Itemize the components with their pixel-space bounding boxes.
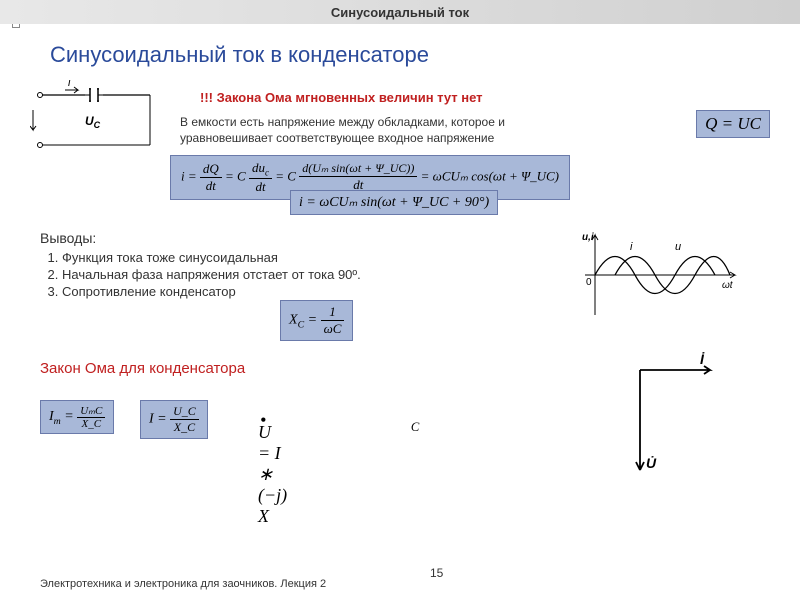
page-number: 15 bbox=[430, 566, 443, 580]
section-title: Синусоидальный ток в конденсаторе bbox=[50, 42, 429, 68]
header-bar: Синусоидальный ток bbox=[0, 0, 800, 24]
formula-ic: I = U_CX_C bbox=[140, 400, 208, 439]
svg-text:u: u bbox=[675, 241, 681, 253]
svg-text:i: i bbox=[630, 241, 633, 253]
svg-text:u,i: u,i bbox=[582, 232, 594, 243]
circuit-diagram: i j UC bbox=[30, 80, 160, 160]
wave-graph: u,i i u ωt 0 bbox=[580, 230, 740, 320]
conclusion-item: Начальная фаза напряжения отстает от ток… bbox=[62, 267, 361, 282]
svg-text:UC: UC bbox=[85, 114, 101, 130]
formula-current-sine: i = ωCUₘ sin(ωt + Ψ_UC + 90°) bbox=[290, 190, 498, 215]
ohm-law-title: Закон Ома для конденсатора bbox=[40, 360, 245, 377]
conclusions: Выводы: Функция тока тоже синусоидальная… bbox=[40, 230, 361, 301]
formula-voltage-complex: •U = I ∗ (−j) X C bbox=[260, 410, 419, 435]
svg-text:0: 0 bbox=[586, 277, 592, 288]
conclusions-header: Выводы: bbox=[40, 230, 361, 246]
svg-text:U̇: U̇ bbox=[646, 455, 657, 471]
formula-reactance: XC = 1ωC bbox=[280, 300, 353, 341]
formula-im: Im = UₘCX_C bbox=[40, 400, 114, 434]
svg-text:İ: İ bbox=[700, 351, 705, 367]
header-title: Синусоидальный ток bbox=[331, 5, 469, 20]
svg-text:i: i bbox=[68, 80, 71, 89]
phasor-diagram: İ U̇ bbox=[620, 350, 720, 480]
formula-charge: Q = UC bbox=[696, 110, 770, 138]
svg-text:ωt: ωt bbox=[722, 280, 734, 291]
capacitor-note: В емкости есть напряжение между обкладка… bbox=[180, 114, 600, 146]
footer-text: Электротехника и электроника для заочник… bbox=[40, 578, 326, 590]
ohm-law-note: !!! Закона Ома мгновенных величин тут не… bbox=[200, 90, 483, 105]
conclusion-item: Функция тока тоже синусоидальная bbox=[62, 250, 361, 265]
conclusion-item: Сопротивление конденсатор bbox=[62, 284, 361, 299]
